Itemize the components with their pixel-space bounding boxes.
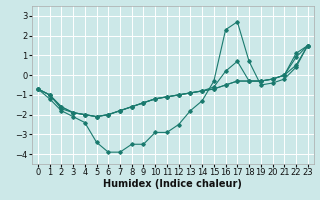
X-axis label: Humidex (Indice chaleur): Humidex (Indice chaleur) xyxy=(103,179,242,189)
